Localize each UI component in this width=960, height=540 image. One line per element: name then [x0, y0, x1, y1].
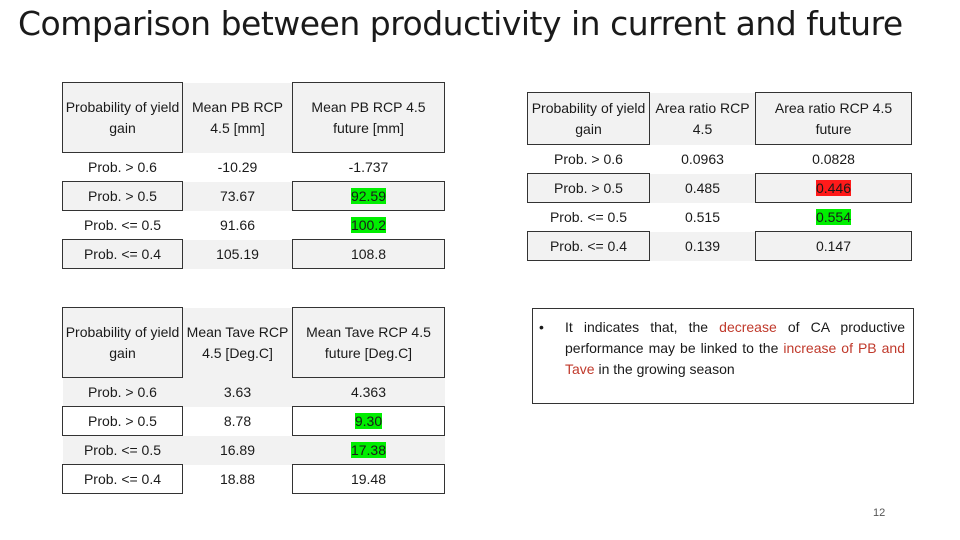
table-row: Prob. <= 0.5 91.66 100.2: [63, 211, 445, 240]
cell-value: 105.19: [182, 239, 293, 269]
row-label: Prob. <= 0.4: [527, 231, 650, 261]
row-label: Prob. > 0.6: [62, 377, 183, 407]
table-row: Prob. <= 0.4 18.88 19.48: [62, 464, 445, 494]
cell-value: 0.139: [649, 231, 756, 261]
header-mean-tave-future: Mean Tave RCP 4.5 future [Deg.C]: [292, 307, 445, 378]
row-label: Prob. <= 0.5: [83, 216, 162, 233]
highlighted-value: 9.30: [354, 412, 383, 429]
cell-value: 92.59: [292, 181, 445, 211]
cell-value: 19.48: [292, 464, 445, 494]
highlighted-value: 17.38: [350, 441, 387, 458]
header-probability: Probability of yield gain: [62, 82, 183, 153]
header-area-ratio-future: Area ratio RCP 4.5 future: [755, 92, 912, 145]
row-label: Prob. > 0.6: [88, 158, 157, 175]
table-row: Prob. > 0.5 8.78 9.30: [62, 406, 445, 436]
cell-value: 0.0828: [812, 150, 855, 167]
cell-value: 0.0963: [681, 150, 724, 167]
highlighted-value: 0.446: [815, 179, 852, 196]
cell-value: 0.554: [756, 203, 912, 232]
page-number: 12: [873, 507, 886, 519]
highlighted-value: 100.2: [350, 216, 387, 233]
note-text-part: in the growing season: [594, 361, 735, 377]
cell-value: 0.485: [649, 173, 756, 203]
cell-value: 0.147: [755, 231, 912, 261]
cell-value: 100.2: [293, 211, 445, 240]
highlighted-value: 0.554: [815, 208, 852, 225]
table-row: Prob. > 0.6 -10.29 -1.737: [63, 153, 445, 182]
table-row: Prob. > 0.6 3.63 4.363: [62, 377, 445, 407]
cell-value: 108.8: [292, 239, 445, 269]
cell-value: 17.38: [292, 435, 445, 465]
table-header-row: Probability of yield gain Mean Tave RCP …: [62, 307, 445, 378]
table-header-row: Probability of yield gain Mean PB RCP 4.…: [62, 82, 445, 153]
cell-value: 16.89: [182, 435, 293, 465]
row-label: Prob. <= 0.4: [62, 239, 183, 269]
row-label: Prob. <= 0.4: [62, 464, 183, 494]
cell-value: 8.78: [223, 412, 252, 429]
row-label: Prob. <= 0.5: [549, 208, 628, 225]
header-area-ratio: Area ratio RCP 4.5: [649, 92, 756, 145]
tave-table: Probability of yield gain Mean Tave RCP …: [62, 307, 445, 494]
row-label: Prob. > 0.6: [554, 150, 623, 167]
note-text-part: It indicates that, the: [565, 319, 720, 335]
cell-value: 3.63: [182, 377, 293, 407]
note-emphasis-increase: increase of PB and Tave: [565, 340, 905, 377]
cell-value: -10.29: [217, 158, 258, 175]
header-mean-tave: Mean Tave RCP 4.5 [Deg.C]: [182, 307, 293, 378]
pb-table: Probability of yield gain Mean PB RCP 4.…: [62, 82, 445, 269]
bullet-icon: •: [539, 319, 544, 335]
header-mean-pb-future: Mean PB RCP 4.5 future [mm]: [292, 82, 445, 153]
header-mean-pb: Mean PB RCP 4.5 [mm]: [182, 82, 293, 153]
table-row: Prob. <= 0.4 105.19 108.8: [62, 239, 445, 269]
cell-value: 73.67: [182, 181, 293, 211]
note-emphasis-decrease: decrease: [719, 319, 777, 335]
row-label: Prob. > 0.5: [527, 173, 650, 203]
header-probability: Probability of yield gain: [62, 307, 183, 378]
cell-value: 0.446: [755, 173, 912, 203]
cell-value: 91.66: [219, 216, 256, 233]
cell-value: 0.515: [684, 208, 721, 225]
conclusion-note: • It indicates that, the decrease of CA …: [532, 308, 914, 404]
table-header-row: Probability of yield gain Area ratio RCP…: [527, 92, 912, 145]
table-row: Prob. > 0.5 0.485 0.446: [527, 173, 912, 203]
row-label: Prob. <= 0.5: [62, 435, 183, 465]
cell-value: 9.30: [292, 406, 445, 436]
row-label: Prob. > 0.5: [62, 181, 183, 211]
note-text: It indicates that, the decrease of CA pr…: [565, 317, 905, 380]
table-row: Prob. <= 0.5 16.89 17.38: [62, 435, 445, 465]
cell-value: 4.363: [292, 377, 445, 407]
table-row: Prob. <= 0.5 0.515 0.554: [528, 203, 912, 232]
table-row: Prob. > 0.6 0.0963 0.0828: [528, 145, 912, 174]
cell-value: -1.737: [348, 158, 389, 175]
table-row: Prob. > 0.5 73.67 92.59: [62, 181, 445, 211]
cell-value: 18.88: [219, 470, 256, 487]
note-text-part: of CA productive performance may be link…: [565, 319, 905, 356]
row-label: Prob. > 0.5: [62, 406, 183, 436]
header-probability: Probability of yield gain: [527, 92, 650, 145]
area-ratio-table: Probability of yield gain Area ratio RCP…: [527, 92, 912, 261]
table-row: Prob. <= 0.4 0.139 0.147: [527, 231, 912, 261]
slide-title: Comparison between productivity in curre…: [18, 4, 903, 43]
highlighted-value: 92.59: [350, 187, 387, 204]
